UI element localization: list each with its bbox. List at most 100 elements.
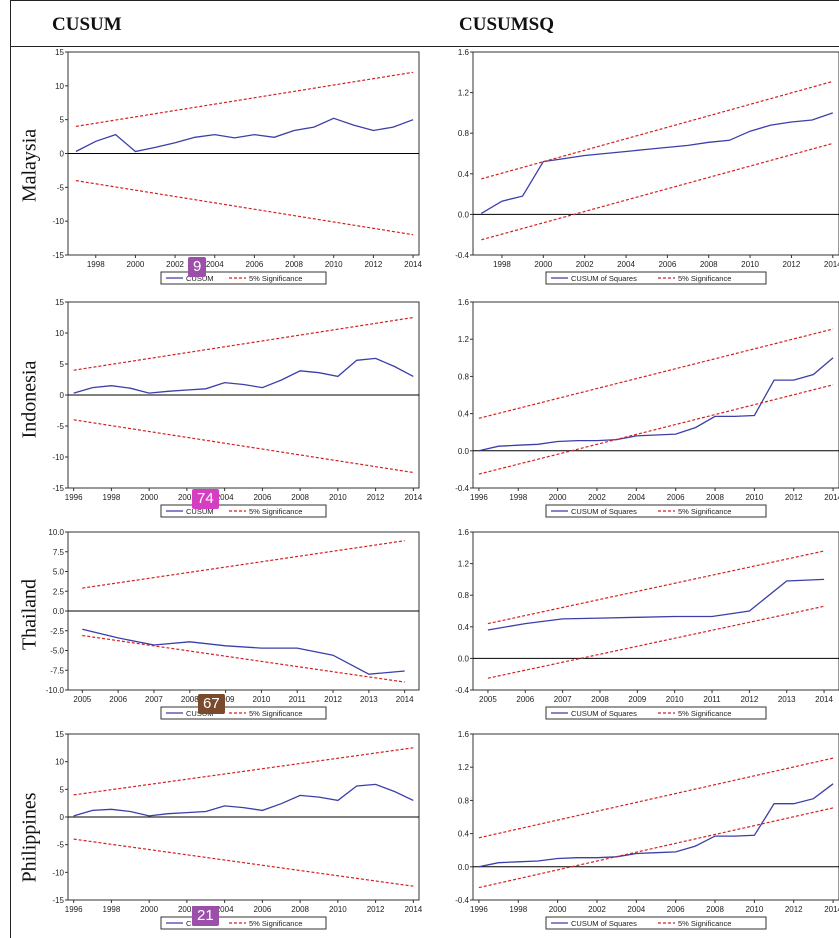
chart-thailand-cusum-xtick-label: 2008 [181,695,199,704]
chart-philippines-cusumsq-upper-bound-line [479,758,833,838]
chart-philippines-cusum-xtick-label: 2014 [404,905,422,914]
badge-3: 21 [192,906,219,926]
chart-malaysia-cusum-ytick-label: -15 [52,251,64,260]
chart-malaysia-cusum-xtick-label: 1998 [87,260,105,269]
chart-malaysia-cusum-ytick-label: 15 [55,48,64,57]
chart-malaysia-cusumsq-xtick-label: 2010 [741,260,759,269]
chart-indonesia-cusumsq-xtick-label: 2014 [824,493,839,502]
column-header-cusum: CUSUM [52,14,122,36]
chart-thailand-cusumsq-xtick-label: 2007 [554,695,572,704]
chart-philippines-cusum-legend-label-bound: 5% Significance [249,919,302,928]
chart-thailand-cusum-xtick-label: 2011 [289,695,307,704]
chart-philippines-cusum-upper-bound-line [74,748,414,795]
chart-panel-indonesia-cusumsq: 1.61.20.80.40.0-0.41996 1998 2000 2002 2004 2… [445,298,839,526]
chart-indonesia-cusum-xtick-label: 2010 [329,493,347,502]
row-label-philippines: Philippines [19,783,42,893]
chart-malaysia-cusum-xtick-label: 2012 [364,260,382,269]
chart-philippines-cusum-lower-bound-line [74,839,414,886]
chart-indonesia-cusumsq-xtick-label: 1998 [509,493,527,502]
chart-malaysia-cusumsq-ytick-label: 0.4 [458,170,470,179]
chart-philippines-cusum-xtick-label: 2000 [140,905,158,914]
chart-philippines-cusumsq-lower-bound-line [479,808,833,888]
chart-philippines-cusum-xtick-label: 2010 [329,905,347,914]
chart-indonesia-cusumsq-plot-frame [473,302,839,488]
chart-philippines-cusum-xtick-label: 2006 [253,905,271,914]
chart-thailand-cusumsq-xtick-label: 2006 [516,695,534,704]
chart-thailand-cusum-ytick-label: -2.5 [50,627,64,636]
row-label-indonesia: Indonesia [19,345,42,455]
chart-thailand-cusum-xtick-label: 2012 [324,695,342,704]
chart-malaysia-cusum-upper-bound-line [76,72,413,126]
chart-thailand-cusum-series-line [82,629,404,674]
chart-indonesia-cusumsq-xtick-label: 2012 [785,493,803,502]
chart-philippines-cusumsq-xtick-label: 2008 [706,905,724,914]
chart-thailand-cusum-lower-bound-line [82,636,404,683]
chart-philippines-cusumsq-xtick-label: 2010 [745,905,763,914]
chart-thailand-cusumsq-xtick-label: 2009 [628,695,646,704]
chart-malaysia-cusumsq-ytick-label: -0.4 [455,251,469,260]
row-label-malaysia: Malaysia [19,111,42,221]
chart-indonesia-cusumsq-legend-label-bound: 5% Significance [678,507,731,516]
chart-thailand-cusum-upper-bound-line [82,541,404,588]
chart-indonesia-cusumsq-xtick-label: 2006 [667,493,685,502]
chart-philippines-cusumsq-xtick-label: 2000 [549,905,567,914]
chart-malaysia-cusumsq-legend-label-series: CUSUM of Squares [571,274,637,283]
chart-panel-philippines-cusumsq: 1.61.20.80.40.0-0.41996 1998 2000 2002 2004 2… [445,730,839,938]
top-border [10,0,839,1]
chart-philippines-cusum-xtick-label: 2008 [291,905,309,914]
chart-thailand-cusumsq-legend-label-series: CUSUM of Squares [571,709,637,718]
chart-malaysia-cusumsq-xtick-label: 2000 [534,260,552,269]
chart-indonesia-cusumsq-xtick-label: 1996 [470,493,488,502]
chart-thailand-cusumsq-ytick-label: 1.6 [458,528,470,537]
badge-2: 67 [198,694,225,714]
chart-philippines-cusumsq-series-line [479,784,833,867]
chart-malaysia-cusum-xtick-label: 2008 [285,260,303,269]
chart-indonesia-cusum-lower-bound-line [74,420,414,473]
chart-thailand-cusum-ytick-label: 7.5 [53,548,65,557]
chart-philippines-cusum-ytick-label: 15 [55,730,64,739]
chart-thailand-cusumsq-ytick-label: 0.8 [458,591,470,600]
chart-thailand-cusumsq-ytick-label: -0.4 [455,686,469,695]
chart-indonesia-cusum-xtick-label: 2014 [404,493,422,502]
chart-malaysia-cusumsq-xtick-label: 2008 [700,260,718,269]
chart-indonesia-cusumsq-ytick-label: 0.4 [458,410,470,419]
chart-malaysia-cusum-xtick-label: 2000 [127,260,145,269]
chart-indonesia-cusumsq-upper-bound-line [479,329,833,418]
chart-malaysia-cusum-xtick-label: 2006 [246,260,264,269]
chart-indonesia-cusumsq-xtick-label: 2004 [627,493,645,502]
chart-philippines-cusum-xtick-label: 1998 [103,905,121,914]
chart-indonesia-cusum-xtick-label: 2000 [140,493,158,502]
chart-indonesia-cusum-ytick-label: -15 [52,484,64,493]
chart-indonesia-cusum-ytick-label: -5 [57,422,65,431]
chart-thailand-cusum-ytick-label: 5.0 [53,568,65,577]
chart-malaysia-cusumsq-ytick-label: 0.8 [458,129,470,138]
chart-indonesia-cusum-ytick-label: 0 [60,391,65,400]
chart-malaysia-cusum-series-line [76,118,413,151]
chart-thailand-cusum-xtick-label: 2006 [109,695,127,704]
chart-malaysia-cusumsq-lower-bound-line [481,143,833,239]
chart-thailand-cusumsq-ytick-label: 0.0 [458,654,470,663]
chart-malaysia-cusum-xtick-label: 2002 [166,260,184,269]
chart-thailand-cusum-xtick-label: 2013 [360,695,378,704]
chart-philippines-cusum-ytick-label: -15 [52,896,64,905]
chart-indonesia-cusum-xtick-label: 2006 [253,493,271,502]
chart-thailand-cusumsq-ytick-label: 0.4 [458,623,470,632]
chart-malaysia-cusum-xtick-label: 2014 [404,260,422,269]
chart-philippines-cusum-series-line [74,784,414,816]
chart-philippines-cusumsq-ytick-label: -0.4 [455,896,469,905]
chart-philippines-cusum-xtick-label: 2012 [367,905,385,914]
header-divider [10,46,839,47]
chart-thailand-cusum-xtick-label: 2007 [145,695,163,704]
chart-thailand-cusumsq-xtick-label: 2011 [703,695,721,704]
chart-thailand-cusum-ytick-label: -10.0 [46,686,65,695]
chart-thailand-cusum-xtick-label: 2014 [396,695,414,704]
chart-malaysia-cusumsq-xtick-label: 1998 [493,260,511,269]
chart-thailand-cusum-xtick-label: 2010 [253,695,271,704]
chart-indonesia-cusumsq-xtick-label: 2000 [549,493,567,502]
chart-thailand-cusumsq-ytick-label: 1.2 [458,560,470,569]
chart-indonesia-cusum-xtick-label: 1998 [103,493,121,502]
chart-indonesia-cusumsq-xtick-label: 2008 [706,493,724,502]
chart-philippines-cusumsq-xtick-label: 2014 [824,905,839,914]
chart-malaysia-cusum-ytick-label: -10 [52,217,64,226]
